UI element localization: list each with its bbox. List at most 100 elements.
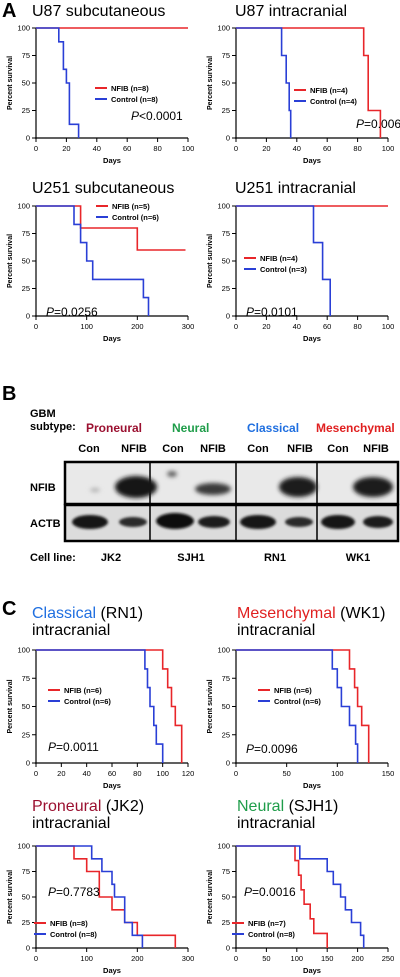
y-tick-label: 100 bbox=[17, 202, 30, 211]
x-tick-label: 80 bbox=[133, 769, 141, 778]
chart-title-u87-subcutaneous: U87 subcutaneous bbox=[32, 3, 166, 20]
x-tick-label: 250 bbox=[382, 954, 395, 963]
blot-gbm-subtype-label: GBM subtype: bbox=[30, 408, 76, 434]
y-axis-label: Percent survival bbox=[7, 870, 14, 924]
blot-cell-line-sjh1: SJH1 bbox=[177, 552, 205, 564]
y-tick-label: 0 bbox=[226, 312, 230, 321]
survival-chart-wk1: 0 25 50 75 100 0 50 100 150 Days Percent survival N… bbox=[207, 646, 394, 791]
x-tick-label: 300 bbox=[182, 954, 195, 963]
blot-subtype-classical: Classical bbox=[247, 421, 300, 435]
blot-lane-8-label: NFIB bbox=[363, 443, 389, 455]
control-survival-line bbox=[36, 845, 144, 948]
x-axis-label: Days bbox=[303, 781, 321, 790]
x-tick-label: 0 bbox=[34, 322, 38, 331]
y-tick-label: 100 bbox=[17, 24, 30, 33]
x-tick-label: 100 bbox=[382, 322, 395, 331]
x-tick-label: 300 bbox=[182, 322, 195, 331]
blot-cell-line-jk2: JK2 bbox=[100, 552, 122, 564]
survival-chart-u87-subcutaneous: 0 25 50 75 100 0 20 40 60 80 100 Days Percent surviv… bbox=[7, 24, 195, 166]
x-tick-label: 50 bbox=[282, 769, 290, 778]
control-survival-line bbox=[36, 205, 150, 316]
chart-title-u251-intracranial: U251 intracranial bbox=[235, 180, 356, 197]
chart-title-jk2-line: (JK2) bbox=[101, 798, 145, 815]
x-tick-label: 200 bbox=[351, 954, 364, 963]
y-tick-label: 25 bbox=[22, 106, 30, 115]
panel-letter-c: C bbox=[2, 598, 17, 620]
x-tick-label: 0 bbox=[34, 144, 38, 153]
blot-lane-7-label: Con bbox=[327, 443, 349, 455]
chart-title-rn1: Classical (RN1) intracranial bbox=[32, 605, 143, 639]
blot-subtype-neural: Neural bbox=[172, 421, 210, 435]
x-tick-label: 20 bbox=[262, 322, 270, 331]
y-tick-label: 0 bbox=[26, 759, 30, 768]
chart-title-wk1-site: intracranial bbox=[237, 622, 316, 639]
x-axis-label: Days bbox=[103, 156, 121, 165]
y-tick-label: 75 bbox=[22, 867, 30, 876]
y-tick-label: 75 bbox=[222, 229, 230, 238]
blot-lane-2-label: NFIB bbox=[121, 443, 147, 455]
x-tick-label: 100 bbox=[291, 954, 304, 963]
chart-title-wk1: Mesenchymal (WK1) intracranial bbox=[237, 605, 385, 639]
y-tick-label: 75 bbox=[22, 229, 30, 238]
legend-entry: NFIB (n=4) bbox=[260, 254, 298, 263]
y-tick-label: 50 bbox=[222, 893, 230, 902]
y-axis-label: Percent survival bbox=[207, 870, 214, 924]
y-tick-label: 50 bbox=[222, 257, 230, 266]
y-tick-label: 0 bbox=[226, 134, 230, 143]
y-tick-label: 25 bbox=[22, 284, 30, 293]
legend-entry: NFIB (n=8) bbox=[111, 84, 149, 93]
chart-title-sjh1: Neural (SJH1) intracranial bbox=[237, 798, 338, 832]
blot-nfib-strip bbox=[63, 460, 400, 506]
x-tick-label: 100 bbox=[182, 144, 195, 153]
legend-entry: NFIB (n=6) bbox=[274, 686, 312, 695]
control-survival-line bbox=[236, 205, 331, 316]
panel-letter-a: A bbox=[2, 0, 17, 22]
chart-title-rn1-subtype: Classical bbox=[32, 605, 97, 622]
blot-subtype-mesenchymal: Mesenchymal bbox=[316, 421, 395, 435]
nfib-survival-line bbox=[236, 649, 370, 763]
control-survival-line bbox=[236, 845, 365, 948]
y-tick-label: 25 bbox=[22, 730, 30, 739]
x-tick-label: 100 bbox=[80, 954, 93, 963]
x-tick-label: 200 bbox=[131, 322, 144, 331]
y-tick-label: 25 bbox=[22, 918, 30, 927]
legend-entry: NFIB (n=5) bbox=[112, 202, 150, 211]
chart-title-u87-intracranial: U87 intracranial bbox=[235, 3, 348, 20]
x-axis-label: Days bbox=[303, 966, 321, 975]
y-tick-label: 0 bbox=[226, 759, 230, 768]
survival-chart-u87-intracranial: 0 25 50 75 100 0 20 40 60 80 100 Days Percent surviv… bbox=[207, 24, 400, 166]
legend-entry: Control (n=3) bbox=[260, 265, 307, 274]
x-tick-label: 100 bbox=[331, 769, 344, 778]
survival-chart-sjh1: 0 25 50 75 100 0 50 100 150 200 250 Days Percent sur… bbox=[207, 842, 395, 976]
x-axis-label: Days bbox=[103, 781, 121, 790]
survival-chart-u251-intracranial: 0 25 50 75 100 0 20 40 60 80 100 Days Percent surviv… bbox=[207, 202, 395, 344]
x-axis-label: Days bbox=[103, 334, 121, 343]
x-tick-label: 40 bbox=[93, 144, 101, 153]
chart-title-sjh1-line: (SJH1) bbox=[284, 798, 339, 815]
y-axis-label: Percent survival bbox=[7, 679, 14, 733]
x-tick-label: 0 bbox=[234, 769, 238, 778]
y-tick-label: 0 bbox=[26, 312, 30, 321]
y-tick-label: 100 bbox=[17, 646, 30, 655]
legend-entry: Control (n=6) bbox=[274, 697, 321, 706]
chart-title-wk1-subtype: Mesenchymal bbox=[237, 605, 336, 622]
blot-cell-line-rn1: RN1 bbox=[263, 552, 286, 564]
x-tick-label: 80 bbox=[153, 144, 161, 153]
x-tick-label: 200 bbox=[131, 954, 144, 963]
y-tick-label: 50 bbox=[22, 702, 30, 711]
y-tick-label: 75 bbox=[22, 51, 30, 60]
legend-entry: Control (n=8) bbox=[248, 930, 295, 939]
y-axis-label: Percent survival bbox=[7, 234, 14, 288]
y-tick-label: 0 bbox=[226, 944, 230, 953]
y-tick-label: 75 bbox=[222, 51, 230, 60]
y-tick-label: 25 bbox=[222, 730, 230, 739]
legend-entry: Control (n=4) bbox=[310, 97, 357, 106]
control-survival-line bbox=[236, 649, 359, 763]
chart-title-sjh1-site: intracranial bbox=[237, 815, 316, 832]
x-axis-label: Days bbox=[303, 156, 321, 165]
y-tick-label: 50 bbox=[22, 79, 30, 88]
legend-entry: Control (n=8) bbox=[111, 95, 158, 104]
survival-chart-u251-subcutaneous: 0 25 50 75 100 0 100 200 300 Days Percent survival… bbox=[7, 202, 195, 344]
x-tick-label: 60 bbox=[108, 769, 116, 778]
blot-cell-line-wk1: WK1 bbox=[345, 552, 371, 564]
